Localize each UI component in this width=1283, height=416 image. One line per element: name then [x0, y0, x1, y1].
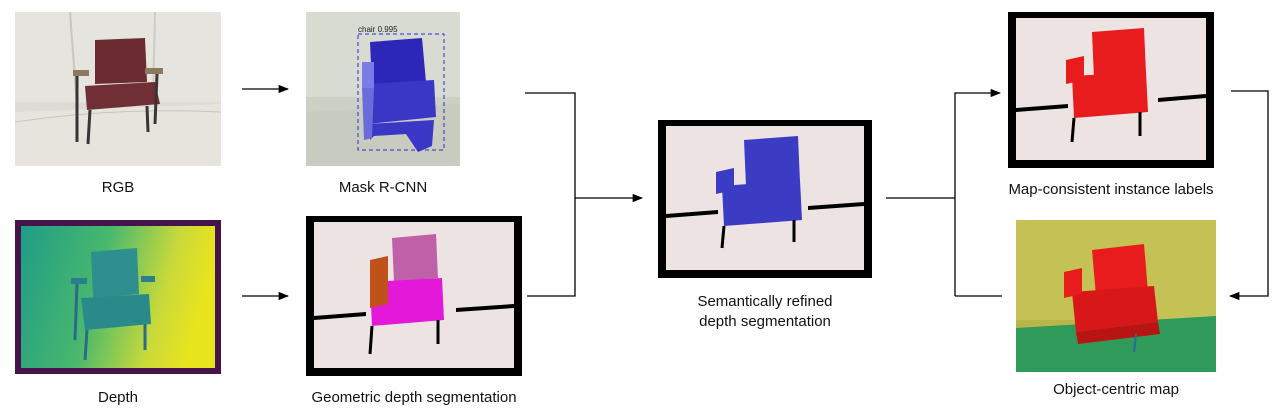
arrow-split-to-instance	[954, 88, 1002, 296]
refined-caption-line2: depth segmentation	[699, 313, 831, 330]
depth-image	[15, 220, 221, 374]
rgb-caption: RGB	[101, 179, 135, 196]
refined-caption-line1: Semantically refined	[697, 293, 833, 310]
mask-rcnn-caption: Mask R-CNN	[338, 179, 428, 196]
detection-label: chair 0.995	[358, 25, 398, 34]
refined-segmentation-image	[658, 120, 872, 278]
connector-mask-to-merge	[525, 92, 576, 297]
mask-rcnn-image: chair 0.995	[306, 12, 460, 166]
instance-labels-image	[1008, 12, 1214, 168]
object-centric-map-image	[1016, 220, 1216, 372]
map-caption: Object-centric map	[1053, 381, 1179, 398]
rgb-image	[15, 12, 221, 166]
arrow-instance-to-map	[1228, 90, 1269, 301]
geometric-caption: Geometric depth segmentation	[311, 389, 517, 406]
geometric-segmentation-image	[306, 216, 522, 376]
depth-caption: Depth	[97, 389, 139, 406]
instance-caption: Map-consistent instance labels	[1008, 181, 1214, 198]
